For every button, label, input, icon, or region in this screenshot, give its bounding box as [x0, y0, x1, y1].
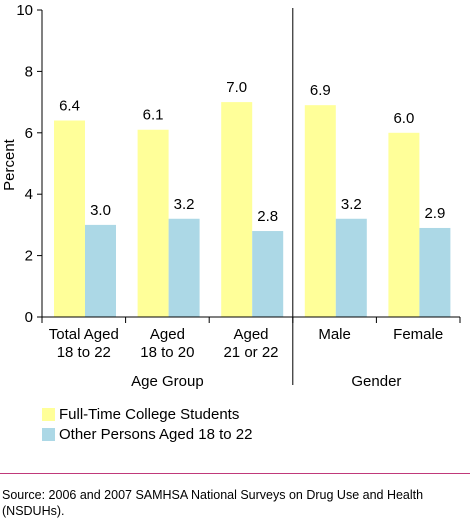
y-tick-label-2: 2: [25, 248, 33, 265]
group-label-0: Age Group: [131, 373, 204, 390]
value-label-college-4: 6.0: [393, 110, 414, 127]
bar-chart: 6.4 6.1 7.0 6.9 6.0 3.0 3.2 2.8 3.2 2.9 0 2 4 6 8 10 Per…: [0, 0, 470, 400]
source-note: Source: 2006 and 2007 SAMHSA National Su…: [2, 487, 462, 519]
bar-other-1: [169, 219, 200, 317]
group-label-1: Gender: [351, 373, 401, 390]
bar-college-4: [388, 133, 419, 317]
value-label-college-0: 6.4: [59, 98, 80, 115]
value-label-other-0: 3.0: [90, 202, 111, 219]
y-tick-label-6: 6: [25, 125, 33, 142]
source-divider: [0, 473, 470, 474]
bar-college-3: [305, 105, 336, 317]
category-label-1-0: Aged: [150, 326, 185, 343]
legend: Full-Time College Students Other Persons…: [42, 404, 252, 444]
bar-other-3: [336, 219, 367, 317]
value-label-other-1: 3.2: [174, 196, 195, 213]
legend-swatch-college: [42, 408, 55, 421]
value-label-other-2: 2.8: [257, 208, 278, 225]
category-label-3-0: Male: [318, 326, 351, 343]
y-tick-label-8: 8: [25, 63, 33, 80]
value-label-college-3: 6.9: [310, 82, 331, 99]
bar-college-0: [54, 121, 85, 317]
y-tick-label-4: 4: [25, 186, 33, 203]
value-label-other-3: 3.2: [341, 196, 362, 213]
bar-other-0: [85, 225, 116, 317]
value-label-other-4: 2.9: [424, 205, 445, 222]
bar-other-4: [419, 228, 450, 317]
category-label-4-0: Female: [393, 326, 443, 343]
bar-other-2: [252, 231, 283, 317]
legend-label-other: Other Persons Aged 18 to 22: [59, 426, 252, 443]
legend-swatch-other: [42, 428, 55, 441]
category-label-1-1: 18 to 20: [140, 344, 194, 361]
bar-college-2: [221, 102, 252, 317]
legend-item-other: Other Persons Aged 18 to 22: [42, 424, 252, 444]
value-label-college-1: 6.1: [143, 107, 164, 124]
y-tick-label-10: 10: [16, 2, 33, 19]
legend-item-college: Full-Time College Students: [42, 404, 252, 424]
category-label-0-0: Total Aged: [49, 326, 119, 343]
category-label-0-1: 18 to 22: [57, 344, 111, 361]
y-tick-label-0: 0: [25, 309, 33, 326]
category-label-2-1: 21 or 22: [223, 344, 278, 361]
category-label-2-0: Aged: [233, 326, 268, 343]
value-label-college-2: 7.0: [226, 79, 247, 96]
y-axis-title: Percent: [1, 138, 18, 191]
bar-college-1: [138, 130, 169, 317]
legend-label-college: Full-Time College Students: [59, 406, 239, 423]
